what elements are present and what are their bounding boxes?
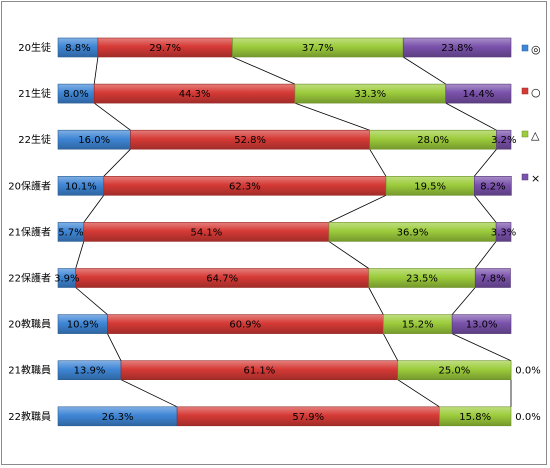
legend-swatch — [521, 173, 529, 181]
data-label: 7.8% — [480, 274, 505, 285]
series-line — [107, 333, 122, 361]
data-label: 3.2% — [491, 135, 516, 146]
legend-swatch — [521, 44, 529, 52]
data-label: 8.2% — [480, 181, 505, 192]
series-line — [328, 241, 370, 269]
category-label: 22教職員 — [8, 410, 51, 423]
bar-segment — [439, 406, 512, 427]
category-label: 20保護者 — [8, 179, 51, 192]
category-labels-group: 20生徒 21生徒 22生徒 20保護者 21保護者 22保護者 20教職員 21教職員 22教… — [8, 41, 51, 423]
data-label: 15.2% — [402, 320, 434, 331]
category-label: 21保護者 — [8, 225, 51, 238]
data-label: 26.3% — [102, 412, 134, 423]
bar-segment — [402, 37, 512, 58]
data-label: 16.0% — [78, 135, 110, 146]
data-label: 23.8% — [441, 43, 473, 54]
category-label: 20生徒 — [18, 41, 51, 54]
series-line — [294, 102, 370, 131]
data-label: 60.9% — [229, 320, 261, 331]
legend-swatch — [521, 130, 529, 138]
data-label: 15.8% — [459, 412, 491, 423]
legend-label: ○ — [531, 86, 541, 99]
series-line — [402, 56, 447, 85]
data-label: 36.9% — [397, 227, 429, 238]
series-line — [451, 287, 476, 315]
series-line — [368, 287, 384, 315]
category-label: 22生徒 — [18, 133, 51, 146]
series-line — [93, 102, 131, 131]
series-line — [103, 148, 131, 177]
data-label: 3.3% — [491, 227, 516, 238]
category-label: 21教職員 — [8, 364, 51, 377]
series-line — [473, 148, 497, 177]
series-lines-group — [75, 56, 512, 408]
data-label: 44.3% — [179, 89, 211, 100]
data-label: 0.0% — [515, 366, 540, 377]
series-line — [120, 379, 178, 408]
data-label: 19.5% — [414, 181, 446, 192]
bar-segment — [473, 176, 512, 196]
series-line — [83, 195, 105, 223]
data-label: 10.9% — [67, 320, 99, 331]
data-label: 57.9% — [292, 412, 324, 423]
series-line — [328, 194, 387, 223]
series-line — [445, 102, 497, 131]
data-label: 64.7% — [206, 274, 238, 285]
legend-label: ◎ — [531, 43, 541, 56]
series-line — [382, 333, 399, 361]
data-label: 28.0% — [417, 135, 449, 146]
data-label: 8.0% — [63, 89, 88, 100]
data-label: 5.7% — [58, 227, 83, 238]
data-label: 25.0% — [439, 366, 471, 377]
legend-label: △ — [531, 129, 540, 142]
series-line — [369, 148, 387, 177]
data-label: 52.8% — [234, 135, 266, 146]
data-label: 14.4% — [463, 89, 495, 100]
category-label: 22保護者 — [8, 272, 51, 285]
bar-segment — [495, 222, 512, 242]
data-labels-group: 8.8% 29.7% 37.7% 23.8% 8.0% 44.3% 33.3% 14.4% 16… — [54, 43, 541, 423]
data-label: 3.9% — [54, 274, 79, 285]
data-label: 33.3% — [354, 89, 386, 100]
legend-swatch — [521, 87, 529, 95]
data-label: 62.3% — [229, 181, 261, 192]
series-line — [451, 333, 512, 362]
bar-segment — [451, 314, 512, 334]
series-line — [473, 195, 497, 223]
data-label: 8.8% — [65, 43, 90, 54]
data-label: 37.7% — [302, 43, 334, 54]
data-label: 10.1% — [65, 181, 97, 192]
series-line — [474, 241, 497, 269]
category-label: 20教職員 — [8, 318, 51, 331]
data-label: 0.0% — [515, 412, 540, 423]
series-line — [93, 56, 99, 85]
data-label: 13.9% — [74, 366, 106, 377]
data-label: 61.1% — [244, 366, 276, 377]
bar-segment — [397, 360, 512, 381]
bar-segment — [474, 268, 511, 288]
data-label: 13.0% — [466, 320, 498, 331]
bar-segment — [496, 129, 512, 150]
series-line — [75, 241, 85, 269]
series-line — [75, 287, 108, 315]
data-label: 29.7% — [149, 43, 181, 54]
data-label: 54.1% — [191, 227, 223, 238]
legend-label: × — [531, 172, 540, 185]
bars-group — [57, 37, 512, 427]
series-line — [397, 379, 440, 408]
legend: ◎ ○ △ × — [521, 43, 541, 185]
data-label: 23.5% — [406, 274, 438, 285]
series-line — [232, 56, 296, 85]
category-label: 21生徒 — [18, 87, 51, 100]
bar-segment — [445, 83, 512, 104]
